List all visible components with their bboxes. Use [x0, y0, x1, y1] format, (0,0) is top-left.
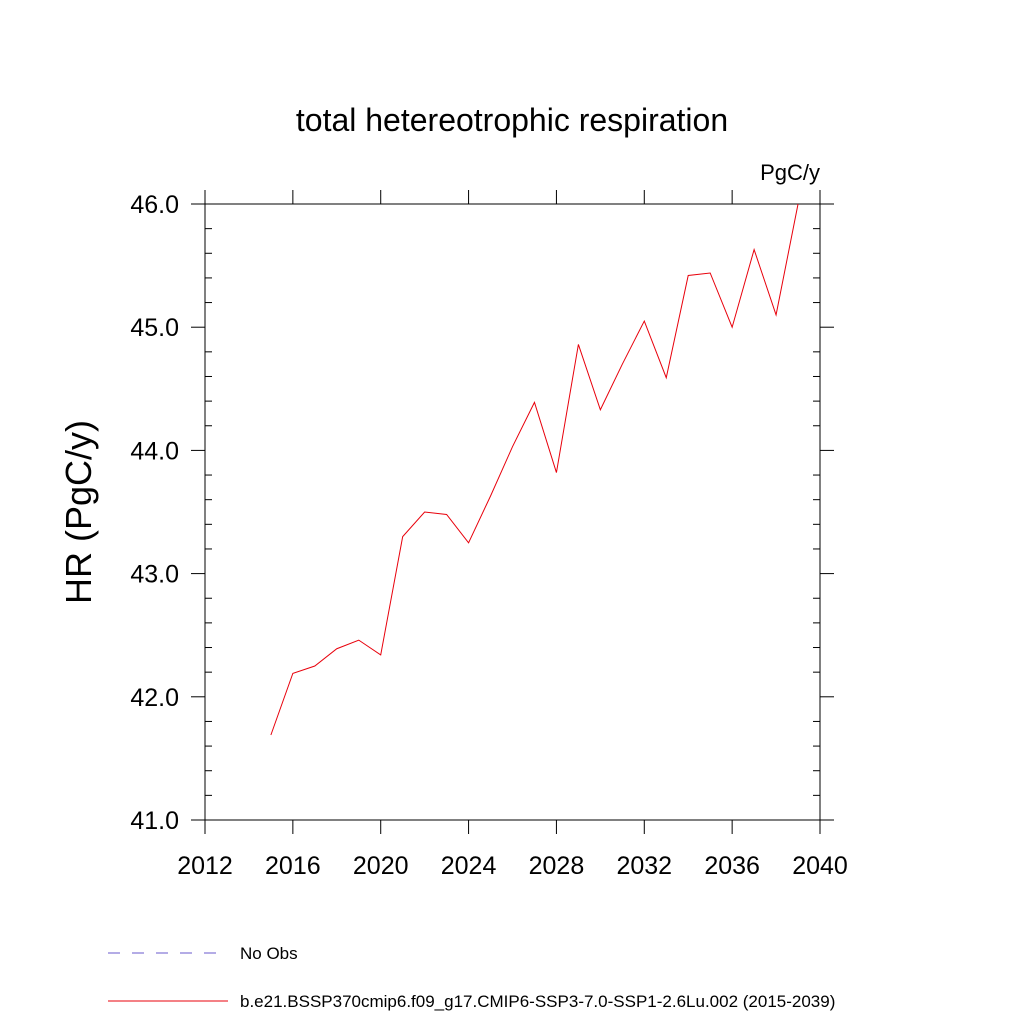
x-tick-label: 2016: [265, 852, 321, 880]
axis-ticks: [191, 190, 834, 834]
x-tick-label: 2020: [353, 852, 409, 880]
y-axis-label: HR (PgC/y): [58, 420, 99, 604]
x-tick-label: 2040: [792, 852, 848, 880]
plot-frame: [204, 203, 821, 821]
axis-tick-labels: 2012 2016 2020 2024 2028 2032 2036 2040 41.0 42.0…: [130, 191, 847, 880]
y-tick-label: 46.0: [130, 191, 179, 219]
y-tick-label: 43.0: [130, 561, 179, 589]
units-label: PgC/y: [760, 160, 820, 185]
series-group: [270, 203, 799, 736]
x-tick-label: 2024: [441, 852, 497, 880]
legend: No Obs b.e21.BSSP370cmip6.f09_g17.CMIP6-…: [108, 944, 835, 1011]
y-tick-label: 41.0: [130, 807, 179, 835]
series-line-0: [270, 203, 799, 736]
y-tick-label: 45.0: [130, 314, 179, 342]
x-tick-label: 2032: [616, 852, 672, 880]
legend-label-model: b.e21.BSSP370cmip6.f09_g17.CMIP6-SSP3-7.…: [240, 992, 835, 1011]
chart-title: total hetereotrophic respiration: [296, 102, 728, 138]
y-tick-label: 44.0: [130, 437, 179, 465]
legend-label-no-obs: No Obs: [240, 944, 298, 963]
y-tick-label: 42.0: [130, 684, 179, 712]
x-tick-label: 2012: [177, 852, 233, 880]
x-tick-label: 2028: [529, 852, 585, 880]
x-tick-label: 2036: [704, 852, 760, 880]
